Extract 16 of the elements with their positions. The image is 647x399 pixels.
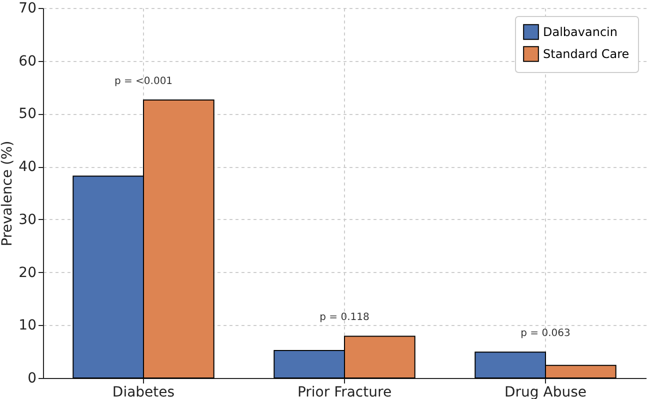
y-tick-label: 50 <box>18 106 36 122</box>
x-tick-label: Diabetes <box>112 384 175 399</box>
annotation: p = 0.063 <box>520 328 570 340</box>
y-tick-label: 10 <box>18 318 36 334</box>
legend-label: Dalbavancin <box>543 25 618 39</box>
y-tick-label: 40 <box>18 159 36 176</box>
annotation: p = 0.118 <box>320 312 370 324</box>
y-tick-label: 30 <box>18 212 36 228</box>
annotation: p = <0.001 <box>114 76 173 87</box>
y-axis-title: Prevalence (%) <box>0 140 16 246</box>
legend-label: Standard Care <box>543 47 630 61</box>
x-tick-label: Prior Fracture <box>297 384 392 399</box>
y-tick-label: 60 <box>18 53 36 70</box>
y-tick-label: 0 <box>28 370 36 386</box>
y-tick-label: 70 <box>18 0 36 16</box>
y-tick-label: 20 <box>18 264 36 281</box>
